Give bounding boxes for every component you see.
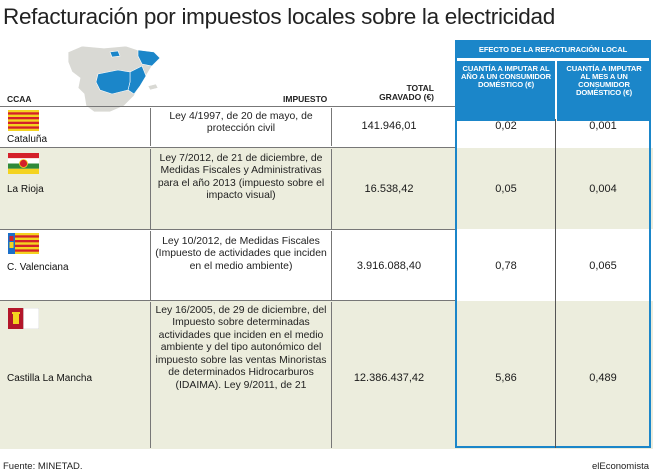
impuesto-text: Ley 16/2005, de 29 de diciembre, del Imp… (150, 302, 332, 448)
row-divider (0, 106, 455, 107)
brand-logo: elEconomista (591, 461, 649, 472)
header-impuesto: IMPUESTO (283, 94, 328, 104)
row-divider (0, 229, 455, 230)
flag-cataluna-icon (8, 110, 39, 131)
map-island (147, 83, 159, 91)
monthly-value: 0,489 (589, 372, 617, 384)
total-value: 16.538,42 (364, 183, 414, 195)
header-ccaa: CCAA (7, 94, 32, 104)
total-value: 141.946,01 (361, 120, 417, 132)
spain-map-icon (67, 45, 161, 113)
header-total-line2: GRAVADO (€) (379, 91, 434, 102)
table-row-band (0, 148, 653, 229)
source-note: Fuente: MINETAD. (3, 461, 83, 472)
header-monthly: CUANTÍA A IMPUTAR AL MES A UN CONSUMIDOR… (557, 61, 651, 121)
header-total-line1: TOTAL (406, 83, 434, 93)
ccaa-name: La Rioja (7, 184, 44, 195)
total-value: 3.916.088,40 (356, 260, 422, 272)
page-title: Refacturación por impuestos locales sobr… (3, 4, 555, 29)
effect-panel: EFECTO DE LA REFACTURACIÓN LOCAL CUANTÍA… (455, 40, 651, 448)
total-value: 12.386.437,42 (353, 372, 425, 384)
monthly-value: 0,001 (589, 120, 617, 132)
map-castilla-la-mancha (95, 69, 131, 95)
ccaa-name: C. Valenciana (7, 262, 69, 273)
annual-value: 0,05 (495, 183, 517, 195)
impuesto-text: Ley 4/1997, de 20 de mayo, de protección… (150, 108, 332, 146)
ccaa-name: Cataluña (7, 134, 48, 145)
column-divider (555, 119, 556, 448)
impuesto-text: Ley 10/2012, de Medidas Fiscales (Impues… (150, 231, 332, 300)
annual-value: 0,78 (495, 260, 517, 272)
flag-castilla-la-mancha-icon (8, 308, 39, 329)
flag-valenciana-icon (8, 233, 39, 254)
table-row-band (0, 301, 653, 449)
effect-title: EFECTO DE LA REFACTURACIÓN LOCAL (457, 42, 649, 58)
ccaa-name: Castilla La Mancha (7, 373, 93, 384)
monthly-value: 0,065 (589, 260, 617, 272)
row-divider (0, 147, 455, 148)
header-total: TOTAL GRAVADO (€) (352, 84, 434, 102)
impuesto-text: Ley 7/2012, de 21 de diciembre, de Medid… (150, 149, 332, 229)
header-annual: CUANTÍA A IMPUTAR AL AÑO A UN CONSUMIDOR… (457, 61, 555, 121)
monthly-value: 0,004 (589, 183, 617, 195)
annual-value: 0,02 (495, 120, 517, 132)
row-divider (0, 300, 455, 301)
annual-value: 5,86 (495, 372, 517, 384)
flag-la-rioja-icon (8, 153, 39, 174)
map-cataluna (137, 49, 161, 67)
map-rioja (109, 50, 121, 58)
